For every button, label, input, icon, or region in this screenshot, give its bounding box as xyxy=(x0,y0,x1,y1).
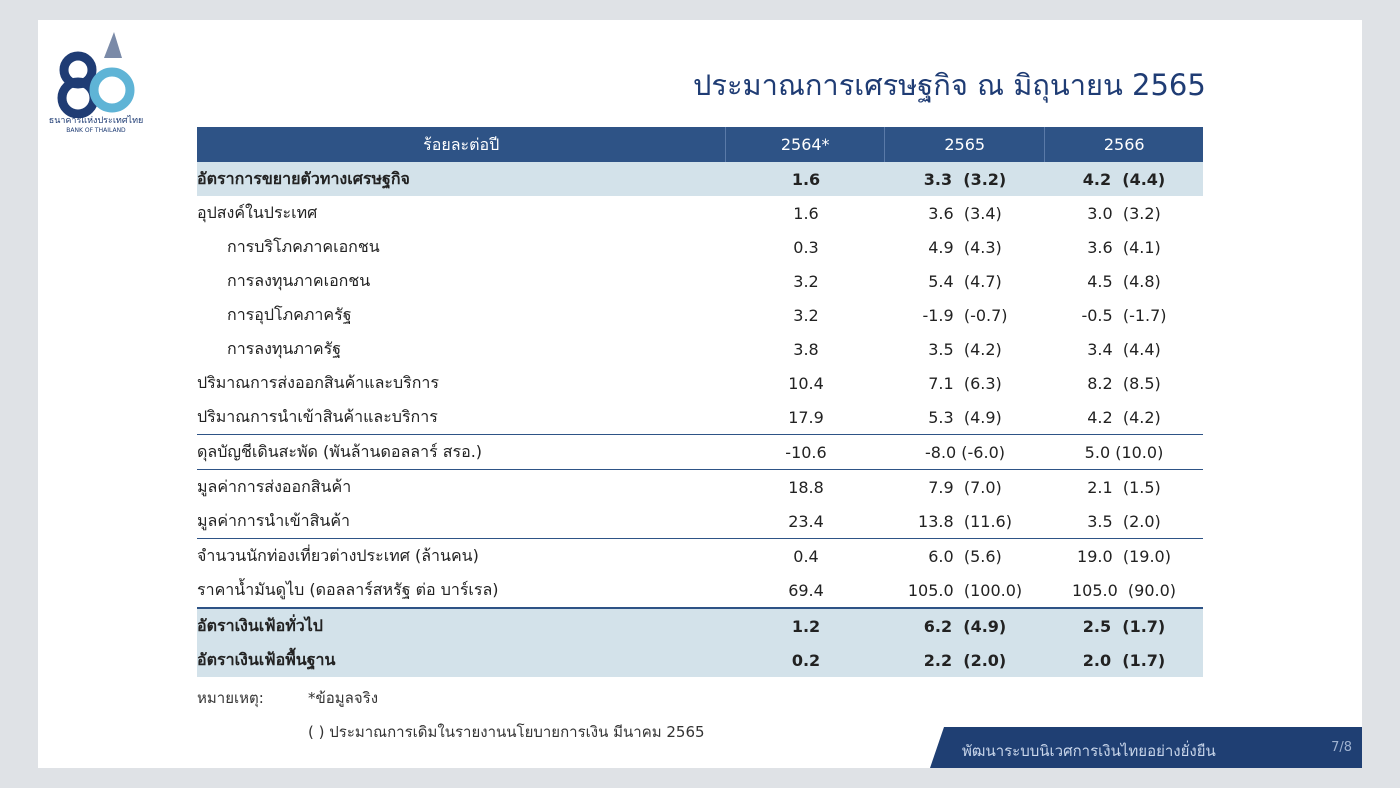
value-cell: 3.4 (4.4) xyxy=(1087,339,1161,359)
value-cell: 17.9 xyxy=(788,407,824,427)
table-row: การลงทุนภาครัฐ 3.8 3.5 (4.2) 3.4 (4.4) xyxy=(197,332,1203,366)
value-cell: -8.0 (-6.0) xyxy=(924,442,1005,462)
value-cell: 105.0 (90.0) xyxy=(1071,580,1177,600)
value-cell: 19.0 (19.0) xyxy=(1077,546,1171,566)
value-cell: 8.2 (8.5) xyxy=(1087,373,1161,393)
value-cell: 3.5 (4.2) xyxy=(928,339,1002,359)
row-label: มูลค่าการนำเข้าสินค้า xyxy=(197,510,351,530)
value-cell: 4.2 (4.2) xyxy=(1087,407,1161,427)
logo xyxy=(57,32,135,118)
value-cell: 4.9 (4.3) xyxy=(928,237,1002,257)
table-row: อัตราเงินเฟ้อพื้นฐาน 0.2 2.2 (2.0) 2.0 (1.7… xyxy=(197,643,1203,677)
value-cell: 18.8 xyxy=(788,477,824,497)
value-cell: 0.3 xyxy=(793,237,819,257)
forecast-table: ร้อยละต่อปี 2564* 2565 2566 อัตราการขยายตัวท… xyxy=(197,127,1203,677)
value-cell: 7.9 (7.0) xyxy=(928,477,1002,497)
table-row: จำนวนนักท่องเที่ยวต่างประเทศ (ล้านคน) 0.4… xyxy=(197,538,1203,573)
value-cell: 5.3 (4.9) xyxy=(928,407,1002,427)
value-cell: 2.0 (1.7) xyxy=(1082,650,1166,670)
value-cell: 4.5 (4.8) xyxy=(1087,271,1161,291)
value-cell: 3.2 xyxy=(793,305,819,325)
value-cell: 2.2 (2.0) xyxy=(923,650,1007,670)
value-cell: 3.6 (3.4) xyxy=(928,203,1002,223)
column-header: 2565 xyxy=(883,127,1045,162)
column-header: 2566 xyxy=(1044,127,1203,162)
value-cell: 10.4 xyxy=(788,373,824,393)
value-cell: 5.4 (4.7) xyxy=(928,271,1002,291)
value-cell: 3.2 xyxy=(793,271,819,291)
value-cell: 3.0 (3.2) xyxy=(1087,203,1161,223)
note-label: หมายเหตุ: xyxy=(197,689,264,707)
row-label: อัตราการขยายตัวทางเศรษฐกิจ xyxy=(197,168,410,188)
value-cell: 2.1 (1.5) xyxy=(1087,477,1161,497)
slide-title: ประมาณการเศรษฐกิจ ณ มิถุนายน 2565 xyxy=(693,68,1206,102)
table-row: อัตราการขยายตัวทางเศรษฐกิจ 1.6 3.3 (3.2) 4.… xyxy=(197,162,1203,196)
value-cell: 6.2 (4.9) xyxy=(923,616,1007,636)
value-cell: 4.2 (4.4) xyxy=(1082,169,1166,189)
table-row: ดุลบัญชีเดินสะพัด (พันล้านดอลลาร์ สรอ.) -… xyxy=(197,434,1203,469)
table-row: การอุปโภคภาครัฐ 3.2 -1.9 (-0.7) -0.5 (-1.7) xyxy=(197,298,1203,332)
column-header: ร้อยละต่อปี xyxy=(423,135,500,154)
table-row: ปริมาณการส่งออกสินค้าและบริการ 10.4 7.1 (6… xyxy=(197,366,1203,400)
value-cell: 3.6 (4.1) xyxy=(1087,237,1161,257)
table-row: การลงทุนภาคเอกชน 3.2 5.4 (4.7) 4.5 (4.8) xyxy=(197,264,1203,298)
value-cell: 3.8 xyxy=(793,339,819,359)
slide: ธนาคารแห่งประเทศไทย BANK OF THAILAND ประ… xyxy=(38,20,1362,768)
row-label: ปริมาณการส่งออกสินค้าและบริการ xyxy=(197,372,439,392)
page-number: 7/8 xyxy=(1331,740,1352,755)
row-label: อัตราเงินเฟ้อทั่วไป xyxy=(197,615,323,635)
table-header: ร้อยละต่อปี 2564* 2565 2566 xyxy=(197,127,1203,162)
value-cell: 23.4 xyxy=(788,511,824,531)
note-item: *ข้อมูลจริง xyxy=(308,689,379,707)
value-cell: 1.6 xyxy=(791,169,821,189)
row-label: อัตราเงินเฟ้อพื้นฐาน xyxy=(197,649,336,669)
row-label: การลงทุนภาครัฐ xyxy=(227,338,342,358)
value-cell: 1.2 xyxy=(791,616,821,636)
table-row: ปริมาณการนำเข้าสินค้าและบริการ 17.9 5.3 (4… xyxy=(197,400,1203,434)
table-row: อุปสงค์ในประเทศ 1.6 3.6 (3.4) 3.0 (3.2) xyxy=(197,196,1203,230)
table-row: อัตราเงินเฟ้อทั่วไป 1.2 6.2 (4.9) 2.5 (1.7) xyxy=(197,607,1203,643)
row-label: ราคาน้ำมันดูไบ (ดอลลาร์สหรัฐ ต่อ บาร์เรล… xyxy=(197,579,499,599)
row-label: จำนวนนักท่องเที่ยวต่างประเทศ (ล้านคน) xyxy=(197,545,479,565)
table-row: มูลค่าการส่งออกสินค้า 18.8 7.9 (7.0) 2.1 (1… xyxy=(197,469,1203,504)
value-cell: 69.4 xyxy=(788,580,824,600)
value-cell: 6.0 (5.6) xyxy=(928,546,1002,566)
value-cell: 7.1 (6.3) xyxy=(928,373,1002,393)
footer-banner: พัฒนาระบบนิเวศการเงินไทยอย่างยั่งยืน 7/8 xyxy=(930,727,1362,768)
value-cell: 5.0 (10.0) xyxy=(1084,442,1164,462)
row-label: ดุลบัญชีเดินสะพัด (พันล้านดอลลาร์ สรอ.) xyxy=(197,441,483,461)
value-cell: 0.2 xyxy=(791,650,821,670)
row-label: ปริมาณการนำเข้าสินค้าและบริการ xyxy=(197,406,438,426)
value-cell: 13.8 (11.6) xyxy=(918,511,1012,531)
footer-slogan: พัฒนาระบบนิเวศการเงินไทยอย่างยั่งยืน xyxy=(962,742,1216,760)
row-label: มูลค่าการส่งออกสินค้า xyxy=(197,476,352,496)
org-name-th: ธนาคารแห่งประเทศไทย xyxy=(48,116,144,126)
row-label: การลงทุนภาคเอกชน xyxy=(227,270,371,290)
org-name: ธนาคารแห่งประเทศไทย BANK OF THAILAND xyxy=(40,116,152,136)
table-row: ราคาน้ำมันดูไบ (ดอลลาร์สหรัฐ ต่อ บาร์เรล… xyxy=(197,573,1203,607)
value-cell: -10.6 xyxy=(785,442,827,462)
value-cell: 0.4 xyxy=(793,546,819,566)
value-cell: 3.3 (3.2) xyxy=(923,169,1007,189)
value-cell: -0.5 (-1.7) xyxy=(1081,305,1167,325)
value-cell: -1.9 (-0.7) xyxy=(922,305,1008,325)
value-cell: 3.5 (2.0) xyxy=(1087,511,1161,531)
note-item: ( ) ประมาณการเดิมในรายงานนโยบายการเงิน ม… xyxy=(308,723,705,741)
row-label: การบริโภคภาคเอกชน xyxy=(227,236,380,256)
value-cell: 2.5 (1.7) xyxy=(1082,616,1166,636)
org-name-en: BANK OF THAILAND xyxy=(66,127,126,134)
column-header: 2564* xyxy=(725,127,884,162)
row-label: อุปสงค์ในประเทศ xyxy=(197,202,318,222)
table-row: การบริโภคภาคเอกชน 0.3 4.9 (4.3) 3.6 (4.1) xyxy=(197,230,1203,264)
row-label: การอุปโภคภาครัฐ xyxy=(227,304,352,324)
value-cell: 1.6 xyxy=(793,203,819,223)
value-cell: 105.0 (100.0) xyxy=(907,580,1023,600)
table-row: มูลค่าการนำเข้าสินค้า 23.4 13.8 (11.6) 3.5 … xyxy=(197,504,1203,538)
